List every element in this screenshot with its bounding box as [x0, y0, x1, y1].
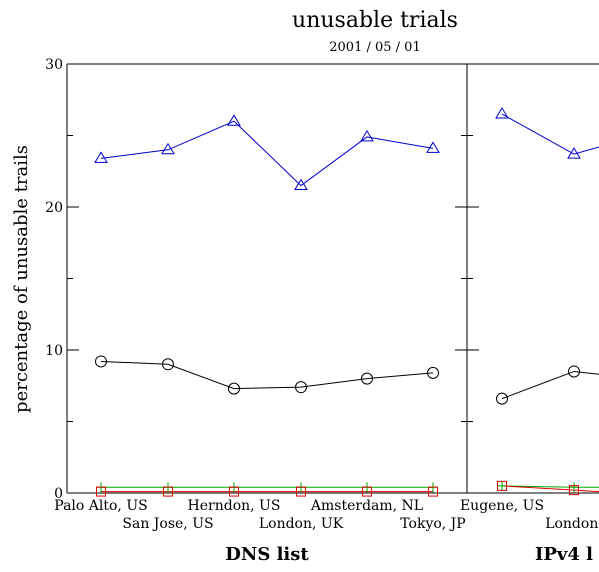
x-category-label: London, UK: [259, 516, 344, 532]
point-triangle: [227, 114, 241, 126]
point-square: [362, 486, 372, 497]
x-group-label: DNS list: [225, 544, 309, 565]
point-square: [569, 485, 579, 496]
point-square: [497, 480, 507, 491]
series-line: [100, 360, 434, 390]
point-triangle: [567, 147, 581, 159]
series-line: [501, 370, 599, 400]
point-circle: [162, 358, 174, 371]
point-plus: [497, 480, 507, 491]
y-axis-label: percentage of unusable trails: [11, 145, 32, 413]
x-category-label: Amsterdam, NL: [310, 498, 423, 514]
chart-marks: [94, 107, 599, 497]
point-triangle: [161, 142, 175, 155]
point-circle: [95, 355, 107, 368]
y-tick-label: 10: [45, 343, 63, 359]
point-plus: [569, 482, 579, 493]
point-circle: [295, 381, 307, 394]
chart-labels: 0 10 20 30 Palo Alto, US San Jose, US Herndon,…: [45, 57, 599, 565]
point-triangle: [495, 107, 509, 119]
point-square: [96, 486, 106, 497]
x-category-label: London,: [545, 516, 599, 532]
x-group-label: IPv4 l: [535, 544, 593, 565]
y-tick-label: 30: [45, 57, 63, 73]
point-triangle: [294, 178, 308, 191]
x-category-label: Herndon, US: [188, 498, 281, 514]
point-circle: [568, 365, 580, 378]
point-triangle: [94, 151, 108, 163]
y-tick-label: 20: [45, 200, 63, 216]
point-square: [163, 486, 173, 497]
point-triangle: [360, 129, 374, 142]
chart-subtitle: 2001 / 05 / 01: [329, 40, 420, 55]
point-circle: [496, 392, 508, 405]
point-square: [296, 486, 306, 497]
x-category-label: Eugene, US: [460, 498, 544, 514]
point-square: [229, 486, 239, 497]
point-square: [428, 486, 438, 497]
point-circle: [228, 382, 240, 395]
series-line: [501, 113, 599, 155]
x-category-label: San Jose, US: [122, 516, 213, 532]
plot-frame: [66, 63, 599, 494]
x-category-label: Tokyo, JP: [400, 516, 465, 532]
y-tick-label: 0: [54, 486, 63, 502]
point-circle: [427, 366, 439, 379]
point-circle: [361, 372, 373, 385]
x-category-label: Palo Alto, US: [54, 498, 147, 514]
chart-title: unusable trials: [292, 8, 458, 33]
point-triangle: [426, 141, 440, 153]
series-line: [100, 120, 434, 187]
